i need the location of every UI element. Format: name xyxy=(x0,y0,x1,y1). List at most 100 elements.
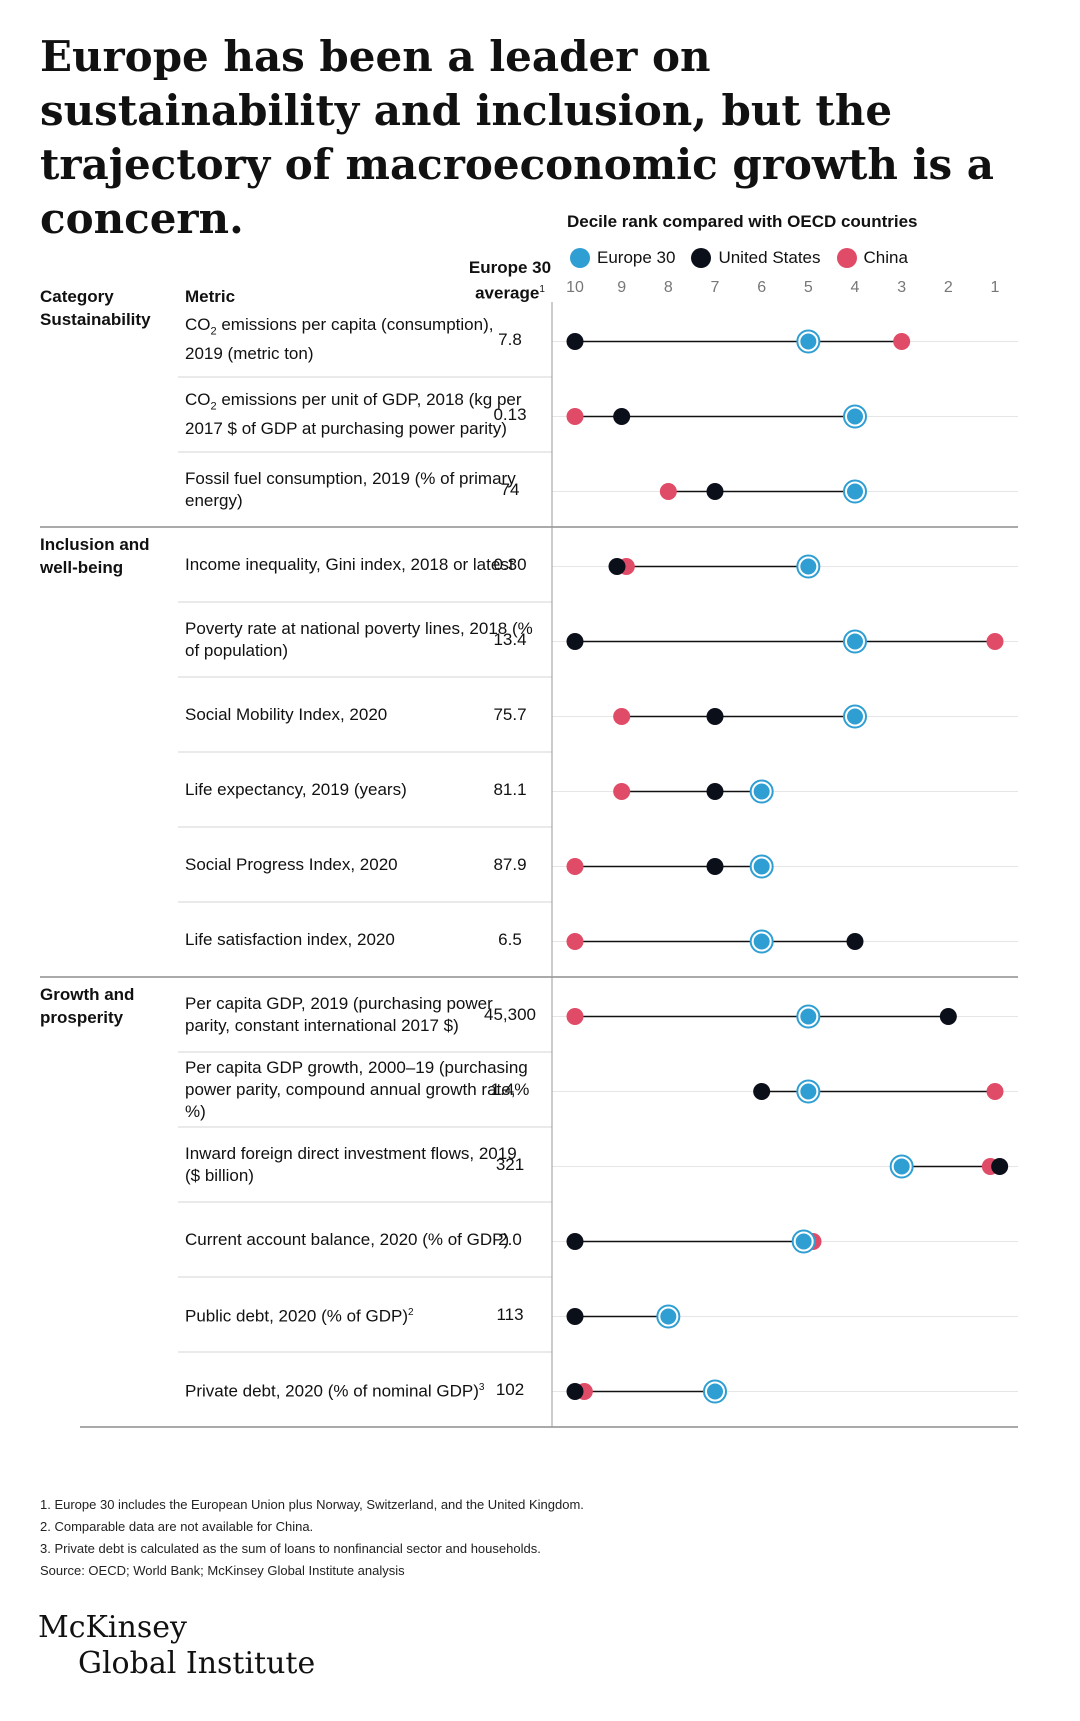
dot-us xyxy=(566,633,584,650)
dot-china xyxy=(613,783,631,800)
legend-item-europe: Europe 30 xyxy=(570,248,675,268)
dot-europe xyxy=(847,633,863,650)
dot-us xyxy=(706,858,724,875)
x-tick-label: 6 xyxy=(757,279,766,296)
x-tick-label: 3 xyxy=(897,279,906,296)
dot-us xyxy=(566,1383,584,1400)
legend-label-china: China xyxy=(863,248,908,267)
dot-europe xyxy=(847,708,863,725)
dot-us xyxy=(608,558,626,575)
average-value: 45,300 xyxy=(484,1004,536,1024)
dot-us xyxy=(939,1008,957,1025)
average-value: 102 xyxy=(495,1379,525,1399)
average-value: 7.8 xyxy=(498,329,522,349)
dot-europe xyxy=(795,1233,812,1250)
dot-europe xyxy=(893,1158,910,1175)
metric-label: Inward foreign direct investment flows, … xyxy=(185,1143,517,1185)
metric-label: Life expectancy, 2019 (years) xyxy=(185,779,407,799)
header-average-line1: Europe 30 xyxy=(468,258,552,277)
average-value: 6.5 xyxy=(498,929,522,949)
header-average: Europe 30 average1 xyxy=(455,257,565,305)
legend-label-us: United States xyxy=(718,248,821,267)
metric-label: Life satisfaction index, 2020 xyxy=(185,929,395,949)
dot-europe xyxy=(753,783,770,800)
dot-us xyxy=(706,708,724,725)
average-value: 13.4 xyxy=(493,629,527,649)
logo-line2: Global Institute xyxy=(78,1646,316,1681)
average-value: 2.0 xyxy=(498,1229,522,1249)
header-average-line2: average1 xyxy=(455,279,565,305)
dot-europe xyxy=(660,1308,677,1325)
dot-europe xyxy=(847,483,863,500)
average-value: 87.9 xyxy=(493,854,527,874)
dot-china xyxy=(613,708,631,725)
metric-label: CO2 emissions per capita (consumption), … xyxy=(185,315,494,363)
metric-label: Private debt, 2020 (% of nominal GDP)3 xyxy=(185,1381,485,1401)
dot-us xyxy=(846,933,864,950)
dot-europe xyxy=(753,858,770,875)
dot-china xyxy=(566,858,584,875)
metric-label: Public debt, 2020 (% of GDP)2 xyxy=(185,1306,414,1326)
dot-europe xyxy=(707,1383,723,1400)
dot-china xyxy=(986,633,1004,650)
average-value: 321 xyxy=(495,1154,525,1174)
dot-china xyxy=(659,483,677,500)
dot-china xyxy=(566,408,584,425)
average-value: 81.1 xyxy=(493,779,527,799)
dot-china xyxy=(566,933,584,950)
legend-swatch-china xyxy=(836,248,857,268)
dot-us xyxy=(991,1158,1009,1175)
header-metric: Metric xyxy=(185,287,236,306)
average-value: 0.30 xyxy=(493,554,527,574)
dot-europe xyxy=(800,1008,817,1025)
dot-europe xyxy=(800,558,817,575)
dot-china xyxy=(893,333,911,350)
footnotes: 1. Europe 30 includes the European Union… xyxy=(40,1494,584,1582)
metric-label: Fossil fuel consumption, 2019 (% of prim… xyxy=(185,468,516,510)
dot-europe xyxy=(800,1083,817,1100)
dot-us xyxy=(566,1233,584,1250)
header-average-footnote: 1 xyxy=(539,284,545,295)
average-value: 0.13 xyxy=(493,404,527,424)
dot-us xyxy=(706,783,724,800)
legend-label-europe: Europe 30 xyxy=(597,248,676,267)
average-value: 1.4% xyxy=(490,1079,530,1099)
dot-china xyxy=(986,1083,1004,1100)
header-category: Category xyxy=(40,287,114,306)
average-value: 113 xyxy=(496,1304,524,1324)
x-tick-label: 7 xyxy=(711,279,720,296)
dot-us xyxy=(753,1083,771,1100)
average-value: 74 xyxy=(500,479,520,499)
dot-us xyxy=(706,483,724,500)
metric-label: Social Progress Index, 2020 xyxy=(185,854,398,874)
dot-europe xyxy=(847,408,863,425)
logo-line1: McKinsey xyxy=(38,1610,187,1645)
metric-label: Per capita GDP growth, 2000–19 (purchasi… xyxy=(185,1057,528,1121)
plot-title: Decile rank compared with OECD countries xyxy=(567,212,918,231)
dot-us xyxy=(566,333,584,350)
metric-label: Poverty rate at national poverty lines, … xyxy=(185,618,533,660)
metric-label: Social Mobility Index, 2020 xyxy=(185,704,388,724)
dot-us xyxy=(566,1308,584,1325)
x-tick-label: 2 xyxy=(944,279,953,296)
legend-swatch-europe xyxy=(570,248,590,268)
x-tick-label: 8 xyxy=(664,279,673,296)
legend-swatch-us xyxy=(691,248,712,268)
category-label: Growth and prosperity xyxy=(40,985,135,1027)
dot-europe xyxy=(800,333,817,350)
category-label: Inclusion and well-being xyxy=(40,535,150,577)
legend-item-us: United States xyxy=(691,248,821,268)
footnote-3: 3. Private debt is calculated as the sum… xyxy=(40,1541,541,1556)
x-tick-label: 5 xyxy=(804,279,813,296)
metric-label: Current account balance, 2020 (% of GDP) xyxy=(185,1229,510,1249)
dot-europe xyxy=(753,933,770,950)
legend: Europe 30 United States China xyxy=(570,248,924,268)
category-label: Sustainability xyxy=(40,310,151,329)
dot-us xyxy=(613,408,631,425)
mckinsey-logo: McKinsey Global Institute xyxy=(38,1610,315,1682)
dot-plot: 10 9 8 7 6 5 4 3 2 1 xyxy=(40,279,1018,1428)
header-average-label: average xyxy=(475,283,540,303)
metric-label: CO2 emissions per unit of GDP, 2018 (kg … xyxy=(185,390,522,438)
footnote-2: 2. Comparable data are not available for… xyxy=(40,1519,314,1534)
footnote-source: Source: OECD; World Bank; McKinsey Globa… xyxy=(40,1563,405,1578)
